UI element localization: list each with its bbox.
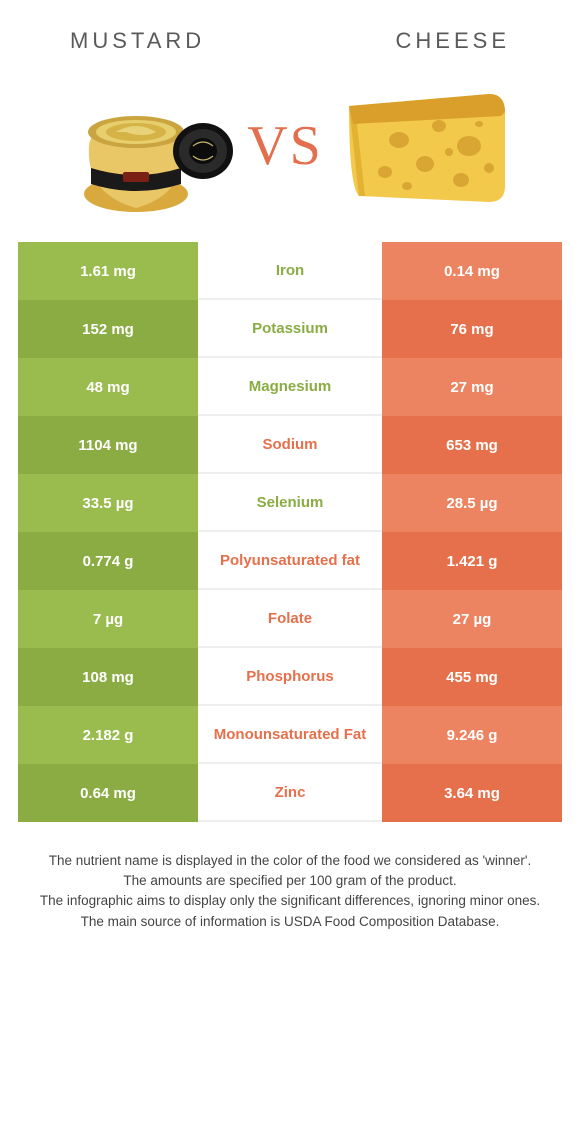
left-value-cell: 1104 mg — [18, 416, 198, 474]
nutrient-table: 1.61 mgIron0.14 mg152 mgPotassium76 mg48… — [18, 242, 562, 822]
table-row: 2.182 gMonounsaturated Fat9.246 g — [18, 706, 562, 764]
nutrient-label-cell: Monounsaturated Fat — [198, 706, 382, 764]
table-row: 1104 mgSodium653 mg — [18, 416, 562, 474]
table-row: 1.61 mgIron0.14 mg — [18, 242, 562, 300]
left-food-title: MUSTARD — [70, 28, 205, 54]
left-value-cell: 48 mg — [18, 358, 198, 416]
left-value-cell: 108 mg — [18, 648, 198, 706]
page-root: MUSTARD CHEESE — [0, 0, 580, 963]
nutrient-label-cell: Polyunsaturated fat — [198, 532, 382, 590]
right-value-cell: 27 µg — [382, 590, 562, 648]
right-value-cell: 455 mg — [382, 648, 562, 706]
vs-label: VS — [247, 114, 323, 178]
nutrient-label-cell: Magnesium — [198, 358, 382, 416]
hero-row: VS — [0, 64, 580, 236]
left-value-cell: 2.182 g — [18, 706, 198, 764]
left-value-cell: 7 µg — [18, 590, 198, 648]
nutrient-label-cell: Selenium — [198, 474, 382, 532]
left-value-cell: 1.61 mg — [18, 242, 198, 300]
nutrient-label-cell: Folate — [198, 590, 382, 648]
right-value-cell: 9.246 g — [382, 706, 562, 764]
right-value-cell: 27 mg — [382, 358, 562, 416]
nutrient-label-cell: Sodium — [198, 416, 382, 474]
right-food-title: CHEESE — [396, 28, 510, 54]
nutrient-label-cell: Potassium — [198, 300, 382, 358]
right-value-cell: 1.421 g — [382, 532, 562, 590]
left-value-cell: 0.64 mg — [18, 764, 198, 822]
table-row: 33.5 µgSelenium28.5 µg — [18, 474, 562, 532]
footnote-line: The amounts are specified per 100 gram o… — [28, 872, 552, 890]
nutrient-label-cell: Phosphorus — [198, 648, 382, 706]
table-row: 48 mgMagnesium27 mg — [18, 358, 562, 416]
table-row: 152 mgPotassium76 mg — [18, 300, 562, 358]
left-value-cell: 0.774 g — [18, 532, 198, 590]
nutrient-label-cell: Zinc — [198, 764, 382, 822]
footnotes: The nutrient name is displayed in the co… — [0, 852, 580, 931]
mustard-image — [71, 76, 241, 216]
left-value-cell: 33.5 µg — [18, 474, 198, 532]
right-value-cell: 653 mg — [382, 416, 562, 474]
header: MUSTARD CHEESE — [0, 0, 580, 64]
right-value-cell: 0.14 mg — [382, 242, 562, 300]
right-value-cell: 28.5 µg — [382, 474, 562, 532]
footnote-line: The nutrient name is displayed in the co… — [28, 852, 552, 870]
table-row: 0.774 gPolyunsaturated fat1.421 g — [18, 532, 562, 590]
footnote-line: The infographic aims to display only the… — [28, 892, 552, 910]
nutrient-label-cell: Iron — [198, 242, 382, 300]
left-value-cell: 152 mg — [18, 300, 198, 358]
footnote-line: The main source of information is USDA F… — [28, 913, 552, 931]
table-row: 0.64 mgZinc3.64 mg — [18, 764, 562, 822]
right-value-cell: 76 mg — [382, 300, 562, 358]
table-row: 7 µgFolate27 µg — [18, 590, 562, 648]
cheese-image — [329, 76, 509, 216]
table-row: 108 mgPhosphorus455 mg — [18, 648, 562, 706]
right-value-cell: 3.64 mg — [382, 764, 562, 822]
